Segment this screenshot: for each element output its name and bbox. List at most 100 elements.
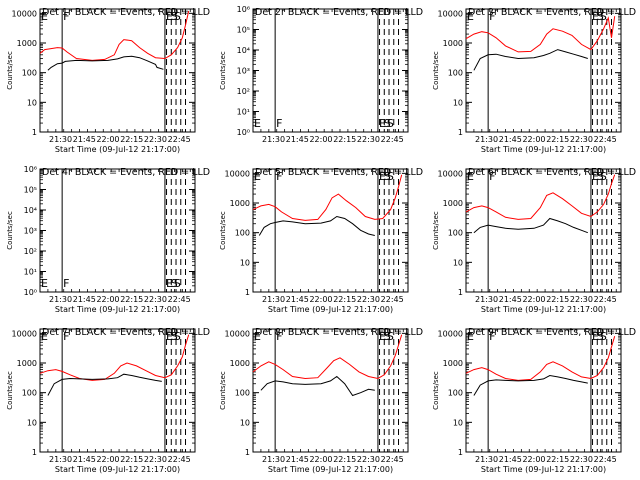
y-tick-label: 10 [453, 98, 463, 107]
x-tick-label: 21:45 [499, 135, 522, 144]
y-tick-label: 100 [448, 69, 463, 78]
x-tick-label: 22:45 [381, 135, 404, 144]
y-tick-label: 10⁶ [237, 5, 250, 14]
y-tick-label: 1 [32, 448, 37, 457]
x-tick-label: 22:00 [96, 135, 119, 144]
y-axis-label: Counts/sec [6, 371, 14, 410]
x-axis-label: Start Time (09-Jul-12 21:17:00) [55, 305, 180, 314]
x-tick-label: 22:00 [522, 295, 545, 304]
panel-title: Det 3r BLACK = Events, RED = LLD [468, 7, 636, 18]
series-events-line [473, 374, 588, 396]
series-events-line [473, 217, 588, 234]
plot-frame [465, 328, 622, 453]
y-tick-label: 10⁴ [237, 46, 250, 55]
y-tick-label: 10⁵ [237, 26, 250, 35]
plot-frame [39, 328, 196, 453]
x-tick-label: 22:45 [168, 135, 191, 144]
y-tick-label: 10000 [438, 329, 463, 338]
y-tick-label: 10⁰ [237, 128, 250, 137]
x-tick-label: 22:30 [357, 135, 380, 144]
series-lld-line [39, 334, 190, 381]
y-tick-label: 1 [32, 128, 37, 137]
x-tick-label: 22:30 [570, 295, 593, 304]
y-tick-label: 100 [235, 389, 250, 398]
x-tick-label: 22:15 [333, 135, 356, 144]
y-tick-label: 10⁰ [24, 288, 37, 297]
marker-label: E [379, 170, 386, 183]
y-axis-label: Counts/sec [432, 211, 440, 250]
plot-frame [252, 168, 409, 293]
marker-label: S [171, 330, 178, 343]
y-tick-label: 1000 [443, 39, 463, 48]
panel-title: Det 9r BLACK = Events, RED = LLD [468, 327, 636, 338]
plot-frame [252, 328, 409, 453]
detector-panel-3: Det 3r BLACK = Events, RED = LLD 1 10 100 10… [432, 7, 636, 154]
x-tick-label: 21:45 [499, 295, 522, 304]
x-axis-label: Start Time (09-Jul-12 21:17:00) [481, 465, 606, 474]
x-tick-label: 21:30 [262, 135, 285, 144]
y-tick-label: 10 [27, 98, 37, 107]
marker-label: S [171, 277, 178, 290]
y-axis-label: Counts/sec [6, 211, 14, 250]
marker-label: E [467, 330, 474, 343]
x-tick-label: 22:45 [168, 295, 191, 304]
marker-label: E [254, 170, 261, 183]
marker-label: F [63, 10, 69, 23]
y-tick-label: 10 [240, 258, 250, 267]
y-tick-label: 10000 [225, 169, 250, 178]
panel-title: Det 2r BLACK = Events, RED = LLD [255, 7, 423, 18]
y-tick-label: 10⁴ [24, 206, 37, 215]
series-events-line [260, 375, 375, 397]
series-lld-line [252, 174, 403, 221]
marker-label: E [166, 10, 173, 23]
x-tick-label: 22:45 [594, 295, 617, 304]
x-tick-label: 22:45 [381, 455, 404, 464]
y-tick-label: 10000 [225, 329, 250, 338]
x-tick-label: 22:30 [570, 455, 593, 464]
marker-label: F [489, 330, 495, 343]
y-tick-label: 100 [22, 69, 37, 78]
y-tick-label: 10¹ [24, 268, 37, 277]
x-tick-label: 21:45 [73, 455, 96, 464]
x-tick-label: 22:30 [144, 455, 167, 464]
x-tick-label: 22:15 [333, 295, 356, 304]
series-lld-line [465, 174, 616, 220]
y-axis-label: Counts/sec [219, 51, 227, 90]
detector-panel-5: Det 5r BLACK = Events, RED = LLD 1 10 100 10… [219, 167, 423, 314]
detector-panel-6: Det 6r BLACK = Events, RED = LLD 1 10 100 10… [432, 167, 636, 314]
x-tick-label: 21:30 [475, 135, 498, 144]
marker-label: S [384, 117, 391, 130]
y-tick-label: 10000 [12, 9, 37, 18]
x-tick-label: 22:30 [144, 295, 167, 304]
marker-label: F [276, 117, 282, 130]
detector-panel-8: Det 8r BLACK = Events, RED = LLD 1 10 100 10… [219, 327, 423, 474]
x-tick-label: 22:45 [594, 455, 617, 464]
x-tick-label: 21:30 [262, 455, 285, 464]
plot-frame [39, 8, 196, 133]
x-tick-label: 22:00 [309, 135, 332, 144]
series-events-line [47, 373, 162, 396]
x-axis-label: Start Time (09-Jul-12 21:17:00) [268, 465, 393, 474]
x-tick-label: 21:45 [286, 135, 309, 144]
x-tick-label: 22:15 [546, 135, 569, 144]
panel-title: Det 8r BLACK = Events, RED = LLD [255, 327, 423, 338]
detector-panel-4: Det 4r BLACK = Events, RED = LLD 10⁰ 10¹ 10… [6, 165, 210, 314]
y-tick-label: 1 [458, 448, 463, 457]
x-tick-label: 21:30 [49, 455, 72, 464]
plot-frame [465, 8, 622, 133]
marker-label: E [166, 330, 173, 343]
y-tick-label: 100 [235, 229, 250, 238]
y-tick-label: 1000 [230, 199, 250, 208]
marker-label: E [41, 277, 48, 290]
marker-label: S [387, 170, 394, 183]
marker-label: S [387, 330, 394, 343]
marker-label: S [600, 170, 607, 183]
detector-panel-1: Det 1r BLACK = Events, RED = LLD 1 10 100 10… [6, 7, 210, 154]
y-tick-label: 10² [24, 247, 37, 256]
x-tick-label: 21:30 [49, 135, 72, 144]
x-tick-label: 22:45 [168, 455, 191, 464]
x-tick-label: 22:15 [546, 455, 569, 464]
marker-label: E [254, 330, 261, 343]
y-axis-label: Counts/sec [219, 211, 227, 250]
y-tick-label: 10000 [438, 169, 463, 178]
